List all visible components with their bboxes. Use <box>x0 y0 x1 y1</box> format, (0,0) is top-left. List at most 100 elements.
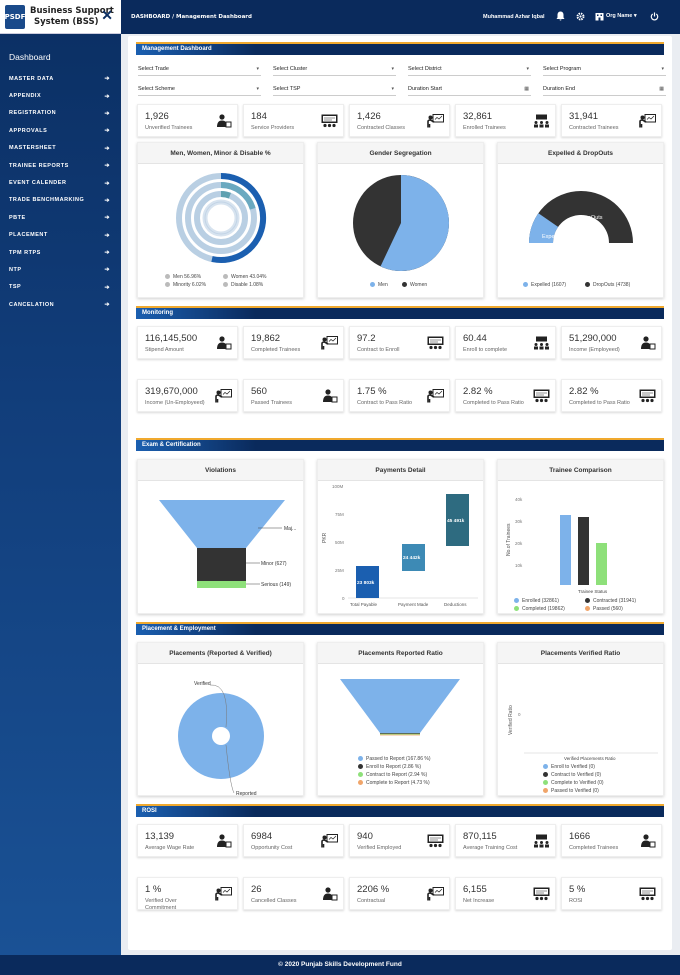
select-dropdown[interactable]: Select Scheme ▾ <box>138 84 261 96</box>
close-icon[interactable]: ✕ <box>101 7 113 23</box>
sidebar-item-appendix[interactable]: APPENDIX ➔ <box>0 87 121 104</box>
sidebar-item-registration[interactable]: REGISTRATION ➔ <box>0 105 121 122</box>
teacher-icon <box>321 336 338 350</box>
kpi-label: Average Training Cost <box>463 845 518 851</box>
x-tick: Deductions <box>444 602 467 607</box>
nested-donut-chart <box>176 172 267 263</box>
trainee-comparison-bar-chart: No.of Trainees 40k 30k 20k 10k 0 <box>506 497 607 585</box>
kpi-value: 2.82 % <box>569 386 599 397</box>
caret-down-icon: ▾ <box>391 66 394 72</box>
section-placement: Placement & Employment <box>136 622 664 635</box>
gear-icon[interactable] <box>575 11 585 21</box>
kpi-label: Contracted Trainees <box>569 125 619 131</box>
kpi-value: 116,145,500 <box>145 333 198 344</box>
bar-completed <box>596 543 607 585</box>
label-major: Maj... <box>284 526 296 532</box>
kpi-label: Contract to Enroll <box>357 347 400 353</box>
class-icon <box>533 834 550 848</box>
label-reported: Reported <box>236 791 257 797</box>
y-tick: 20k <box>515 541 523 546</box>
user-name[interactable]: Muhammad Azhar Iqbal <box>483 14 545 20</box>
kpi-card: 870,115 Average Training Cost <box>455 824 556 857</box>
sidebar-item-ntp[interactable]: NTP ➔ <box>0 261 121 278</box>
sidebar-item-trainee-reports[interactable]: TRAINEE REPORTS ➔ <box>0 157 121 174</box>
sidebar-item-master-data[interactable]: MASTER DATA ➔ <box>0 70 121 87</box>
sidebar-item-placement[interactable]: PLACEMENT ➔ <box>0 227 121 244</box>
sidebar-item-label: TSP <box>9 284 22 291</box>
kpi-value: 6,155 <box>463 884 487 895</box>
x-tick: Payment Made <box>398 602 429 607</box>
panel-title: Men, Women, Minor & Disable % <box>138 143 303 164</box>
org-selector[interactable]: Org Name ▾ <box>606 13 637 19</box>
legend-complete-to-verified: Complete to Verified (0) <box>543 779 604 787</box>
logout-icon[interactable] <box>649 11 659 21</box>
sidebar-item-approvals[interactable]: APPROVALS ➔ <box>0 122 121 139</box>
app-title: Business Support System (BSS) <box>30 5 114 27</box>
kpi-label: Opportunity Cost <box>251 845 293 851</box>
filter-label: Select Trade <box>138 66 169 72</box>
date-input[interactable]: Duration End ▦ <box>543 84 666 96</box>
select-dropdown[interactable]: Select District ▾ <box>408 64 531 76</box>
kpi-value: 26 <box>251 884 262 895</box>
sidebar: PSDF Business Support System (BSS) ✕ Dash… <box>0 0 121 975</box>
x-tick: Total Payable <box>350 602 378 607</box>
sidebar-item-trade-benchmarking[interactable]: TRADE BENCHMARKING ➔ <box>0 192 121 209</box>
legend-disable: Disable 1.08% <box>223 281 263 289</box>
chevron-right-icon: ➔ <box>104 110 110 117</box>
sidebar-item-label: TPM RTPS <box>9 249 41 256</box>
sidebar-item-label: TRAINEE REPORTS <box>9 162 69 169</box>
trainee-icon <box>215 336 232 350</box>
bar-enrolled <box>560 515 571 585</box>
legend-contracted: Contracted (31941) <box>585 597 636 605</box>
sidebar-item-cancelation[interactable]: CANCELATION ➔ <box>0 296 121 313</box>
slice-women <box>380 175 450 271</box>
select-dropdown[interactable]: Select TSP ▾ <box>273 84 396 96</box>
expelled-label: Expelled <box>542 234 563 240</box>
kpi-card: 116,145,500 Stipend Amount <box>137 326 238 359</box>
panel-placements-reported-verified: Placements (Reported & Verified) Verifie… <box>137 642 304 797</box>
kpi-label: Unverified Trainees <box>145 125 193 131</box>
chevron-right-icon: ➔ <box>104 128 110 135</box>
x-axis-label: Verified Placements Ratio <box>564 756 616 761</box>
legend-enroll-to-report: Enroll to Report (2.86 %) <box>358 763 421 771</box>
filter-label: Select Scheme <box>138 86 175 92</box>
board-icon <box>427 834 444 848</box>
caret-down-icon: ▾ <box>256 86 259 92</box>
kpi-value: 19,862 <box>251 333 281 344</box>
calendar-icon: ▦ <box>659 86 664 92</box>
kpi-label: Stipend Amount <box>145 347 184 353</box>
gender-pie-chart <box>353 175 450 271</box>
board-icon <box>639 887 656 901</box>
legend-men: Men 56.96% <box>165 273 201 281</box>
kpi-value: 184 <box>251 111 267 122</box>
label-verified: Verified <box>194 681 211 687</box>
kpi-card: 6,155 Net Increase <box>455 877 556 910</box>
top-bar: DASHBOARD / Management Dashboard Muhamma… <box>121 0 680 34</box>
legend-dropouts: DropOuts (4738) <box>585 281 630 289</box>
sidebar-item-pbte[interactable]: PBTE ➔ <box>0 209 121 226</box>
legend-contract-to-verified: Contract to Verified (0) <box>543 771 601 779</box>
select-dropdown[interactable]: Select Trade ▾ <box>138 64 261 76</box>
sidebar-item-label: EVENT CALENDER <box>9 180 67 187</box>
panel-title: Gender Segregation <box>318 143 483 164</box>
sidebar-item-event-calender[interactable]: EVENT CALENDER ➔ <box>0 174 121 191</box>
chevron-right-icon: ➔ <box>104 232 110 239</box>
date-input[interactable]: Duration Start ▦ <box>408 84 531 96</box>
panel-gender-segregation: Gender Segregation Men Women <box>317 142 484 298</box>
bell-icon[interactable] <box>555 11 565 21</box>
ring-men <box>211 172 267 263</box>
caret-down-icon: ▾ <box>256 66 259 72</box>
kpi-label: Cancelled Classes <box>251 898 297 904</box>
trainee-icon <box>639 336 656 350</box>
kpi-label: Completed Trainees <box>569 845 619 851</box>
sidebar-item-tsp[interactable]: TSP ➔ <box>0 279 121 296</box>
select-dropdown[interactable]: Select Program ▾ <box>543 64 666 76</box>
sidebar-item-mastersheet[interactable]: MASTERSHEET ➔ <box>0 140 121 157</box>
sidebar-dashboard-link[interactable]: Dashboard <box>9 52 51 62</box>
funnel-minor <box>197 548 246 581</box>
select-dropdown[interactable]: Select Cluster ▾ <box>273 64 396 76</box>
board-icon <box>639 389 656 403</box>
legend-enrolled: Enrolled (32861) <box>514 597 559 605</box>
sidebar-item-tpm-rtps[interactable]: TPM RTPS ➔ <box>0 244 121 261</box>
section-rosi: ROSI <box>136 804 664 817</box>
